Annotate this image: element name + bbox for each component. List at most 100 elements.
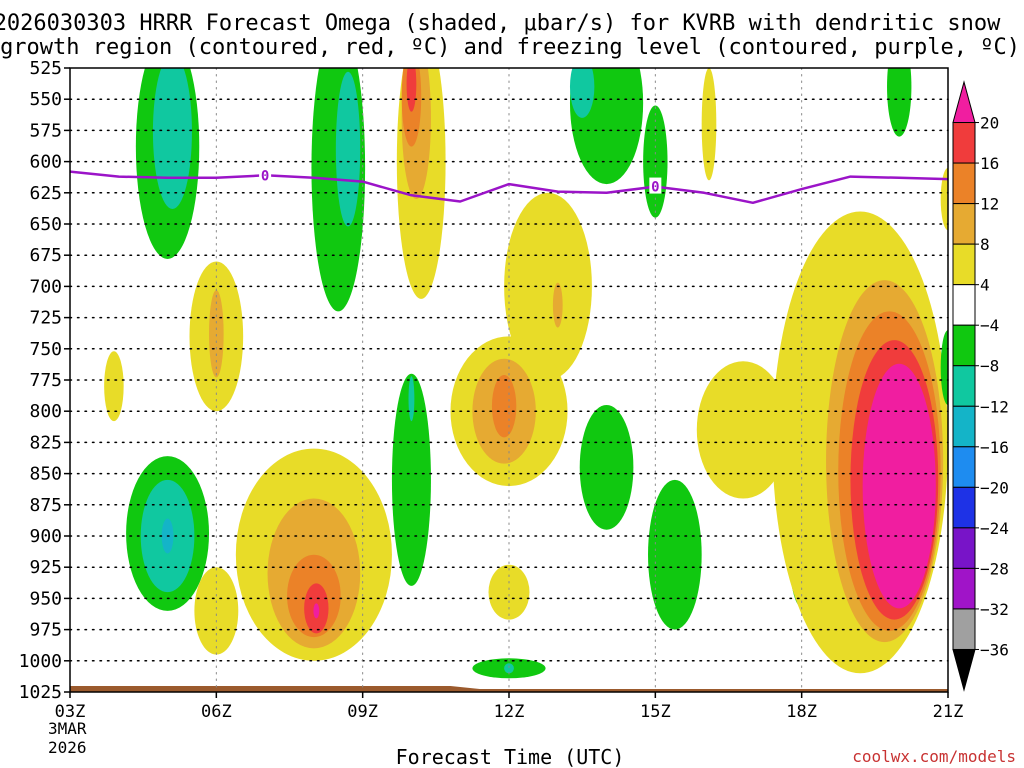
- colorbar-swatch: [952, 243, 976, 286]
- y-tick-label: 975: [29, 620, 62, 641]
- colorbar-swatch: [952, 486, 976, 529]
- colorbar-label: 4: [980, 276, 990, 295]
- omega-blob-32: [488, 564, 530, 620]
- y-tick-label: 625: [29, 183, 62, 204]
- x-date-line1: 3MAR: [48, 719, 87, 738]
- y-tick-label: 950: [29, 588, 62, 609]
- x-tick-label: 18Z: [786, 702, 817, 722]
- freezing-label-bg: [649, 177, 662, 194]
- chart-title-line2: growth region (contoured, red, ºC) and f…: [0, 35, 1020, 60]
- omega-blob-24: [194, 567, 239, 655]
- colorbar-label: −28: [980, 559, 1009, 578]
- y-tick-label: 775: [29, 370, 62, 391]
- x-date-line2: 2026: [48, 738, 87, 757]
- colorbar-label: −20: [980, 478, 1009, 497]
- y-tick-label: 900: [29, 526, 62, 547]
- omega-blob-11: [701, 68, 717, 181]
- chart-title-line1: 2026030303 HRRR Forecast Omega (shaded, …: [0, 11, 1001, 36]
- omega-blob-35: [696, 361, 790, 499]
- omega-blob-43: [504, 663, 514, 674]
- colorbar: 20 16 12 8 4 −4 −8 −12 −16 −20 −24 −28 −32 −36: [952, 80, 1009, 692]
- omega-blob-3: [335, 71, 361, 227]
- y-tick-label: 575: [29, 120, 62, 141]
- freezing-level-label-0: 0: [261, 168, 269, 184]
- colorbar-swatch: [952, 122, 976, 164]
- y-axis: 525 550 575 600 625 650 675 700 725 750 775 800 825 8…: [19, 58, 70, 703]
- y-tick-label: 825: [29, 432, 62, 453]
- y-tick-label: 725: [29, 308, 62, 329]
- freezing-level-contour: 00: [70, 166, 948, 205]
- y-tick-label: 550: [29, 89, 62, 110]
- omega-blob-41: [862, 363, 936, 609]
- y-tick-label: 1025: [19, 682, 62, 703]
- omega-blob-25: [391, 373, 431, 586]
- x-tick-label: 21Z: [933, 702, 964, 722]
- colorbar-swatch: [952, 405, 976, 448]
- freezing-level-label-1: 0: [651, 180, 659, 196]
- omega-blob-9: [569, 68, 595, 118]
- y-tick-label: 925: [29, 557, 62, 578]
- colorbar-label: −16: [980, 438, 1009, 457]
- y-tick-label: 525: [29, 58, 62, 79]
- x-tick-label: 09Z: [347, 702, 378, 722]
- colorbar-label: 20: [980, 114, 999, 133]
- colorbar-swatch: [952, 608, 976, 650]
- colorbar-label: 12: [980, 195, 999, 214]
- omega-blob-44: [940, 330, 948, 405]
- colorbar-swatch: [952, 284, 976, 326]
- colorbar-label: 16: [980, 154, 999, 173]
- x-tick-label: 06Z: [201, 702, 232, 722]
- y-tick-label: 800: [29, 401, 62, 422]
- colorbar-label: −32: [980, 600, 1009, 619]
- colorbar-swatch: [952, 648, 976, 692]
- colorbar-label: −4: [980, 316, 999, 335]
- omega-blob-27: [504, 192, 592, 380]
- colorbar-label: −24: [980, 519, 1009, 538]
- omega-blob-31: [552, 282, 563, 328]
- freezing-label-bg: [259, 166, 272, 183]
- x-tick-label: 03Z: [55, 702, 86, 722]
- omega-blob-30: [491, 375, 517, 438]
- colorbar-swatch: [952, 527, 976, 569]
- omega-blob-7: [406, 68, 417, 112]
- colorbar-swatch: [952, 567, 976, 610]
- omega-blob-12: [887, 68, 912, 137]
- omega-blob-1: [152, 68, 192, 210]
- freezing-level-line: [70, 170, 948, 205]
- colorbar-swatch: [952, 162, 976, 205]
- x-axis-label: Forecast Time (UTC): [396, 745, 625, 768]
- omega-blob-15: [104, 351, 124, 422]
- y-tick-label: 675: [29, 245, 62, 266]
- colorbar-swatch: [952, 365, 976, 407]
- chart-grid: [69, 67, 949, 693]
- colorbar-label: 8: [980, 235, 990, 254]
- x-tick-label: 12Z: [494, 702, 525, 722]
- colorbar-swatch: [952, 203, 976, 245]
- y-tick-label: 850: [29, 464, 62, 485]
- colorbar-label: −12: [980, 397, 1009, 416]
- omega-blob-26: [408, 376, 415, 422]
- x-tick-label: 15Z: [640, 702, 671, 722]
- omega-shading: [104, 68, 948, 679]
- y-tick-label: 650: [29, 214, 62, 235]
- colorbar-label: −36: [980, 640, 1009, 659]
- x-axis: 03Z 06Z 09Z 12Z 15Z 18Z 21Z: [55, 692, 964, 722]
- colorbar-swatch: [952, 446, 976, 488]
- y-tick-label: 700: [29, 276, 62, 297]
- y-tick-label: 1000: [19, 651, 62, 672]
- y-tick-label: 875: [29, 495, 62, 516]
- surface-ground: [70, 686, 948, 692]
- omega-blob-34: [648, 479, 702, 630]
- colorbar-label: −8: [980, 357, 999, 376]
- omega-blob-45: [940, 167, 948, 231]
- omega-blob-33: [579, 404, 634, 530]
- omega-blob-23: [313, 603, 320, 619]
- colorbar-swatch: [952, 324, 976, 367]
- y-tick-label: 750: [29, 339, 62, 360]
- y-tick-label: 600: [29, 152, 62, 173]
- colorbar-swatch: [952, 80, 976, 124]
- omega-blob-14: [209, 290, 224, 378]
- surface-band: [70, 686, 948, 692]
- credit-text: coolwx.com/models: [852, 747, 1016, 766]
